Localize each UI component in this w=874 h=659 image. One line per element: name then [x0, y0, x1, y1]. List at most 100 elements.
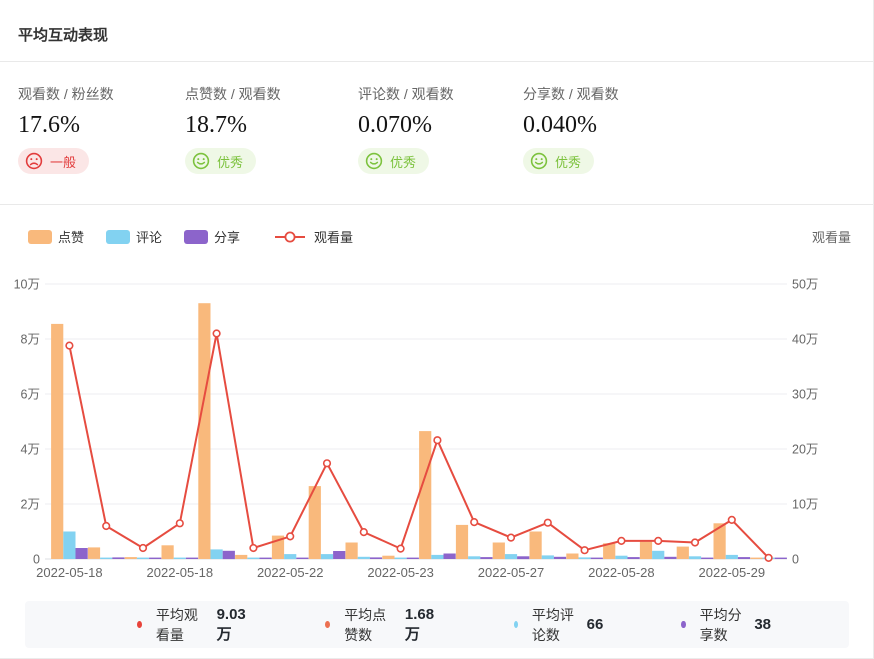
- bar-shares[interactable]: [664, 556, 677, 559]
- bar-shares[interactable]: [259, 557, 272, 559]
- bar-likes[interactable]: [161, 545, 174, 560]
- views-point[interactable]: [654, 536, 663, 546]
- views-point[interactable]: [506, 533, 516, 542]
- bar-comments[interactable]: [688, 556, 702, 560]
- views-point[interactable]: [212, 329, 221, 338]
- bar-likes[interactable]: [235, 554, 248, 559]
- bar-comments[interactable]: [725, 554, 738, 559]
- views-point[interactable]: [138, 543, 148, 553]
- bar-shares[interactable]: [590, 557, 603, 559]
- metric-label: 点赞数 / 观看数: [185, 86, 281, 102]
- bar-likes[interactable]: [198, 303, 211, 559]
- bar-comments[interactable]: [615, 555, 628, 559]
- chart-legend: 点赞 评论 分享 观看量 观看量: [0, 205, 873, 250]
- rating-badge: 优秀: [185, 148, 257, 174]
- bar-comments[interactable]: [173, 557, 186, 559]
- averages-bar: 平均观看量 9.03万 平均点赞数 1.68万 平均评论数 66 平均分享数 3…: [25, 601, 849, 648]
- bar-shares[interactable]: [517, 556, 530, 560]
- views-dot-icon: [137, 621, 142, 628]
- bar-likes[interactable]: [750, 557, 763, 559]
- views-point[interactable]: [727, 515, 736, 525]
- bar-likes[interactable]: [124, 557, 137, 559]
- bar-shares[interactable]: [737, 557, 751, 559]
- views-point[interactable]: [617, 536, 626, 546]
- views-point[interactable]: [396, 544, 405, 553]
- metric-comments-to-views: 评论数 / 观看数 0.070% 优秀: [358, 84, 523, 204]
- views-point[interactable]: [249, 543, 258, 553]
- legend-item-views[interactable]: 观看量: [274, 227, 353, 246]
- bar-likes[interactable]: [51, 323, 64, 559]
- metric-likes-to-views: 点赞数 / 观看数 18.7% 优秀: [185, 84, 358, 204]
- avg-value: 38: [754, 616, 771, 633]
- bar-likes[interactable]: [87, 547, 101, 559]
- views-point[interactable]: [764, 553, 773, 563]
- legend-item-comments[interactable]: 评论: [106, 227, 162, 246]
- bar-comments[interactable]: [504, 554, 518, 560]
- views-point[interactable]: [470, 518, 479, 527]
- bar-likes[interactable]: [603, 543, 616, 559]
- legend-item-likes[interactable]: 点赞: [28, 227, 84, 246]
- views-line[interactable]: [68, 332, 770, 559]
- bar-likes[interactable]: [455, 524, 469, 559]
- bar-shares[interactable]: [443, 553, 456, 560]
- bar-comments[interactable]: [284, 554, 297, 560]
- legend-label: 观看量: [314, 230, 354, 245]
- bar-comments[interactable]: [210, 549, 223, 559]
- page-title: 平均互动表现: [18, 27, 109, 44]
- bar-shares[interactable]: [149, 557, 162, 559]
- bar-likes[interactable]: [529, 531, 542, 560]
- bar-likes[interactable]: [713, 523, 726, 560]
- bar-comments[interactable]: [247, 557, 260, 559]
- bar-comments[interactable]: [357, 556, 370, 559]
- views-point[interactable]: [175, 519, 184, 528]
- bar-comments[interactable]: [394, 557, 407, 559]
- legend-item-shares[interactable]: 分享: [184, 227, 240, 246]
- bar-shares[interactable]: [296, 557, 309, 559]
- bar-likes[interactable]: [639, 541, 653, 559]
- x-axis-tick: 2022-05-18: [147, 565, 214, 580]
- bar-likes[interactable]: [566, 553, 579, 560]
- bar-likes[interactable]: [345, 542, 358, 560]
- views-point[interactable]: [690, 538, 700, 547]
- bar-comments[interactable]: [63, 531, 76, 560]
- bar-shares[interactable]: [480, 557, 493, 559]
- metrics-row: 观看数 / 粉丝数 17.6% 一般 点赞数 / 观看数 18.7% 优秀 评论: [0, 62, 873, 205]
- bar-shares[interactable]: [185, 557, 199, 559]
- views-point[interactable]: [433, 436, 442, 445]
- bar-likes[interactable]: [419, 431, 432, 559]
- bar-comments[interactable]: [100, 557, 113, 559]
- bar-shares[interactable]: [75, 548, 88, 559]
- bar-shares[interactable]: [553, 556, 567, 559]
- bar-shares[interactable]: [112, 557, 125, 559]
- views-point[interactable]: [102, 521, 111, 531]
- bar-comments[interactable]: [136, 557, 150, 559]
- bar-shares[interactable]: [222, 550, 235, 560]
- views-point[interactable]: [359, 528, 368, 537]
- bar-likes[interactable]: [308, 486, 321, 559]
- bar-likes[interactable]: [676, 546, 689, 559]
- views-point[interactable]: [543, 518, 552, 527]
- panel-header: 平均互动表现: [0, 0, 873, 62]
- bar-comments[interactable]: [468, 556, 481, 560]
- right-axis-tick: 50万: [792, 278, 818, 292]
- bar-comments[interactable]: [320, 554, 334, 560]
- bar-comments[interactable]: [578, 557, 591, 559]
- views-point[interactable]: [322, 459, 332, 468]
- bar-comments[interactable]: [652, 550, 665, 560]
- views-point[interactable]: [580, 546, 589, 555]
- views-point[interactable]: [286, 532, 295, 541]
- metric-value: 0.070%: [358, 112, 432, 138]
- views-point[interactable]: [65, 341, 74, 350]
- bar-shares[interactable]: [406, 557, 419, 559]
- bar-likes[interactable]: [382, 555, 395, 559]
- bar-comments[interactable]: [431, 554, 444, 559]
- avg-comments-item: 平均评论数 66: [513, 605, 603, 645]
- bar-shares[interactable]: [701, 557, 714, 559]
- bar-likes[interactable]: [492, 542, 505, 560]
- bar-shares[interactable]: [369, 557, 383, 559]
- bar-shares[interactable]: [627, 557, 640, 559]
- bar-shares[interactable]: [333, 551, 346, 559]
- bar-comments[interactable]: [541, 555, 554, 559]
- bar-shares[interactable]: [774, 557, 787, 559]
